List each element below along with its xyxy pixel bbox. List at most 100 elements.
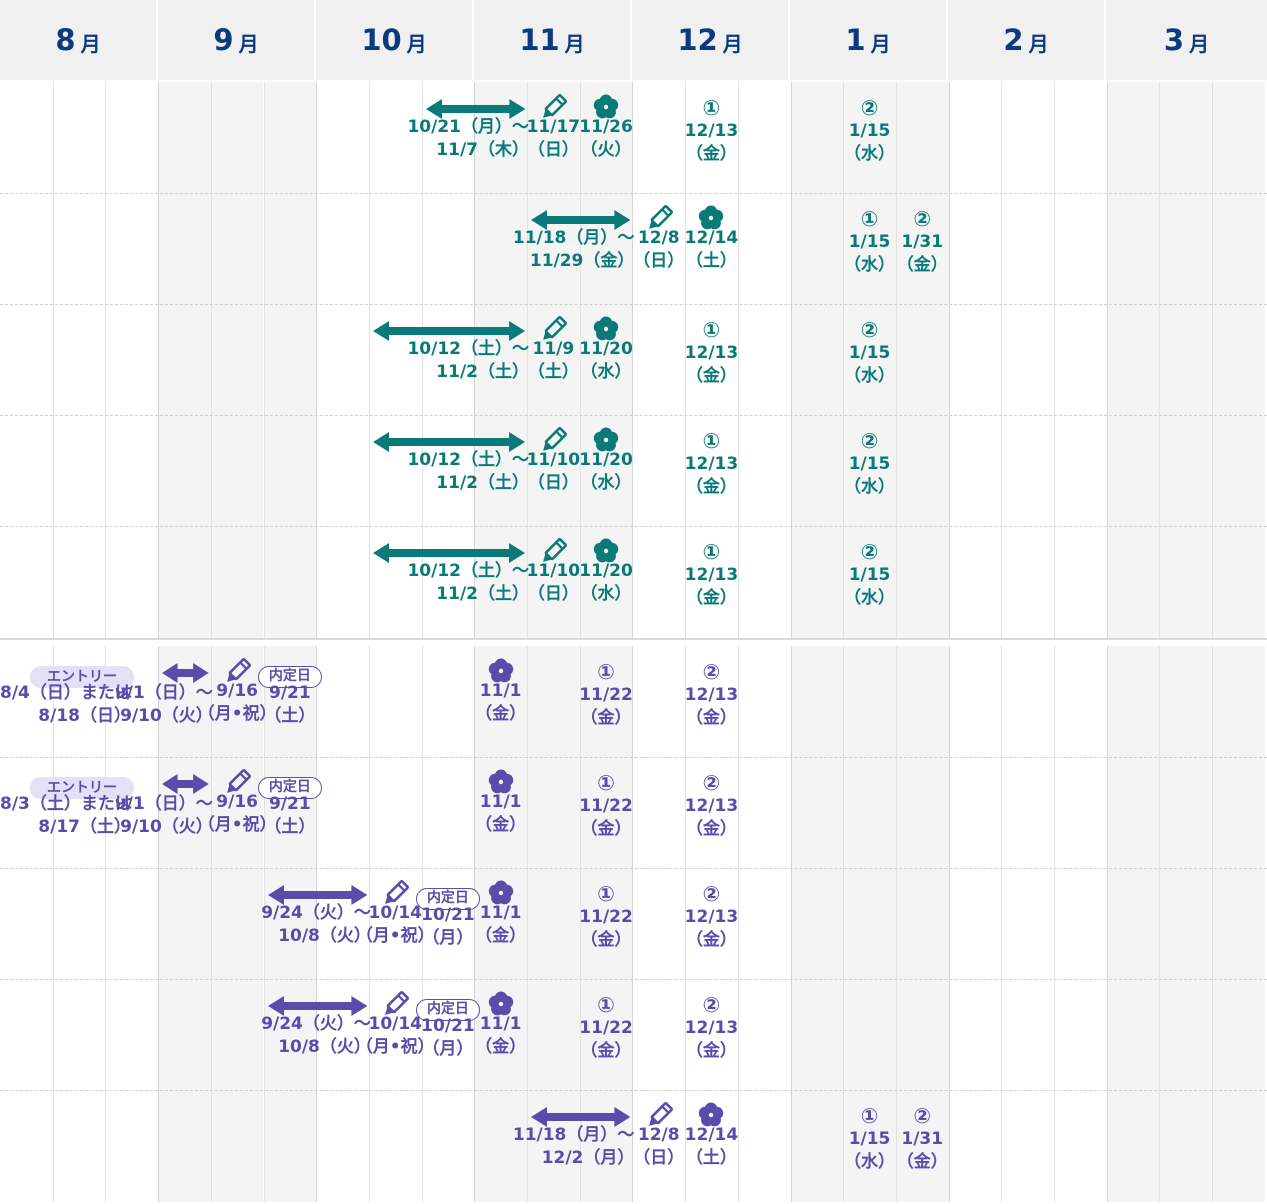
event-mark-1-symbol: ①: [597, 993, 615, 1017]
flower-icon: [593, 538, 619, 563]
written-test-date-line2: （月•祝）: [197, 815, 277, 835]
event-mark-1-weekday: （金）: [580, 930, 632, 950]
written-test-date-line2: （月•祝）: [355, 1037, 435, 1057]
event-mark-1: ① 11/22 （金）: [566, 771, 646, 841]
grid-line: [316, 82, 317, 638]
schedule-row: 11/18（月）〜 11/29（金） 12/8 （日） 12/14 （土） ① 1/15 （水…: [0, 193, 1267, 304]
schedule-row: 9/24（火）〜 10/8（火） 10/14 （月•祝） 内定日 10/21 （月） 11/…: [0, 979, 1267, 1090]
written-test-date-line1: 10/14: [368, 1014, 423, 1034]
written-test-date-line2: （月•祝）: [197, 704, 277, 724]
month-unit: 月: [1189, 31, 1210, 56]
row-divider: [0, 304, 1267, 305]
interview-date-line2: （金）: [475, 1037, 527, 1057]
event-mark-2-weekday: （水）: [844, 144, 896, 164]
written-test-date-line1: 9/16: [216, 792, 258, 812]
application-period: 9/24（火）〜 10/8（火）: [171, 902, 371, 948]
double-arrow-icon: [162, 663, 209, 683]
naitei-date-line2: （土）: [264, 706, 316, 726]
grid-line: [1107, 82, 1108, 638]
grid-line: [264, 646, 265, 1202]
event-mark-2-symbol: ②: [702, 993, 721, 1017]
written-test-date-line2: （日）: [633, 1148, 685, 1168]
month-oct: 10 月: [316, 0, 474, 80]
grid-line: [1001, 646, 1002, 1202]
month-number: 11: [519, 23, 560, 57]
pencil-icon: [543, 316, 568, 340]
event-mark-2: ② 12/13 （金）: [671, 993, 751, 1063]
naitei-date-line2: （月）: [422, 928, 474, 948]
month-column-shade: [1106, 82, 1160, 638]
event-mark-1: ① 12/13 （金）: [671, 318, 751, 388]
application-period-line2: 9/10（火）: [120, 706, 213, 726]
grid-line: [105, 82, 106, 638]
event-mark-1-date: 11/22: [579, 907, 633, 927]
grid-line: [53, 82, 54, 638]
event-mark-2-weekday: （水）: [844, 477, 896, 497]
grid-line: [896, 646, 897, 1202]
month-nov: 11 月: [474, 0, 632, 80]
application-period: 9/1（日）〜 9/10（火）: [13, 682, 213, 728]
naitei-badge: 内定日: [415, 888, 480, 910]
event-mark-2: ② 1/31 （金）: [882, 1104, 962, 1174]
application-period-line1: 10/21（月）〜: [407, 117, 529, 137]
interview-date-line2: （水）: [580, 584, 632, 604]
pencil-icon: [648, 1102, 673, 1126]
grid-line: [685, 646, 686, 1202]
event-mark-2-date: 12/13: [684, 907, 739, 927]
written-test-date-line1: 11/10: [526, 561, 581, 581]
month-column-shade: [843, 82, 896, 638]
pencil-icon: [227, 769, 252, 793]
event-mark-2-symbol: ②: [860, 318, 879, 342]
grid-line: [791, 646, 792, 1202]
month-column-shade: [843, 646, 896, 1202]
grid-line: [949, 82, 950, 638]
month-number: 8: [55, 23, 76, 57]
entry-date-line2: 8/17（土）: [38, 817, 131, 837]
event-mark-2-date: 1/15: [848, 343, 891, 363]
event-mark-1-weekday: （金）: [685, 588, 737, 608]
event-mark-2-date: 1/31: [901, 1129, 944, 1149]
entry-badge: エントリー: [30, 666, 134, 688]
grid-line: [843, 82, 844, 638]
event-mark-2: ② 1/15 （水）: [830, 540, 910, 610]
month-dec: 12 月: [632, 0, 790, 80]
event-mark-2-weekday: （金）: [896, 1152, 948, 1172]
grid-line: [1212, 646, 1213, 1202]
application-period-line1: 10/12（土）〜: [407, 450, 529, 470]
month-number: 12: [677, 23, 718, 57]
application-period-line1: 11/18（月）〜: [512, 228, 635, 248]
month-column-shade: [527, 646, 580, 1202]
application-period-line1: 10/12（土）〜: [407, 561, 529, 581]
month-number: 3: [1163, 23, 1185, 57]
application-period-line2: 9/10（火）: [120, 817, 213, 837]
interview-date-line2: （金）: [475, 926, 527, 946]
event-mark-1-date: 11/22: [579, 1018, 633, 1038]
interview-date-line1: 11/1: [479, 1014, 522, 1034]
grid-line: [843, 646, 844, 1202]
written-test-date: 10/14 （月•祝）: [350, 1013, 440, 1059]
month-column-shade: [895, 646, 949, 1202]
event-mark-1-weekday: （金）: [580, 1041, 632, 1061]
schedule-row: 10/21（月）〜 11/7（木） 11/17 （日） 11/26 （火） ① 12/13 （…: [0, 82, 1267, 193]
written-test-date-line1: 11/9: [532, 339, 575, 359]
application-period-line2: 11/2（土）: [436, 362, 529, 382]
event-mark-2-weekday: （金）: [685, 819, 737, 839]
row-divider: [0, 193, 1267, 194]
event-mark-2-symbol: ②: [860, 429, 879, 453]
naitei-date-line1: 10/21: [421, 905, 475, 925]
double-arrow-icon: [162, 774, 209, 794]
interview-date-line1: 12/14: [684, 1125, 739, 1145]
month-unit: 月: [80, 31, 101, 56]
application-period-line2: 11/2（土）: [436, 584, 529, 604]
grid-line: [369, 82, 370, 638]
interview-date: 11/1 （金）: [461, 680, 541, 726]
flower-icon: [488, 991, 513, 1016]
written-test-date: 12/8 （日）: [614, 227, 704, 273]
event-mark-1-symbol: ①: [702, 540, 721, 564]
month-unit: 月: [1028, 31, 1049, 56]
written-test-date: 9/16 （月•祝）: [192, 680, 282, 726]
row-divider: [0, 415, 1267, 416]
event-mark-1: ① 11/22 （金）: [566, 660, 646, 730]
